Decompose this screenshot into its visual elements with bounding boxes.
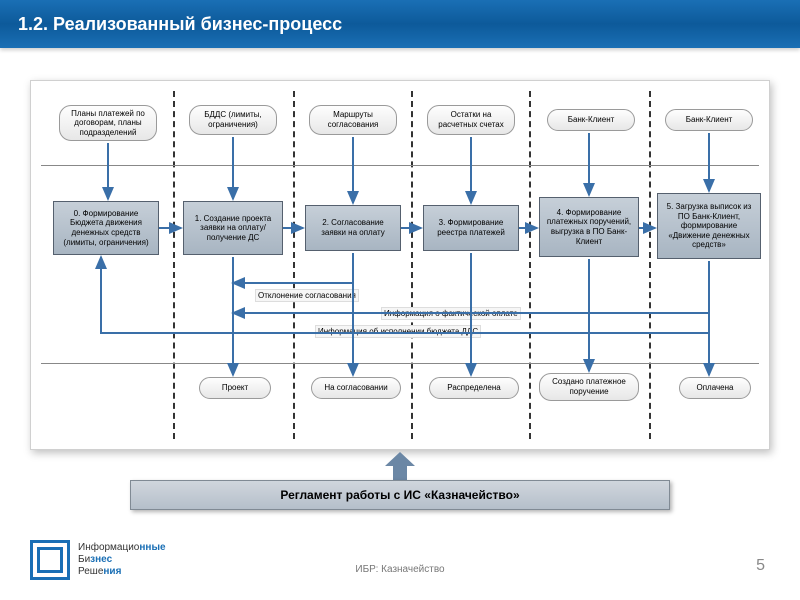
lane-divider [529, 91, 531, 439]
process-step: 3. Формирование реестра платежей [423, 205, 519, 251]
swimlane-separator [41, 363, 759, 364]
status-pill: Проект [199, 377, 271, 399]
input-pill: Банк-Клиент [547, 109, 635, 131]
lane-divider [173, 91, 175, 439]
footer-center-text: ИБР: Казначейство [0, 564, 800, 575]
input-pill: БДДС (лимиты, ограничения) [189, 105, 277, 135]
regulation-label: Регламент работы с ИС «Казначейство» [280, 488, 519, 502]
lane-divider [411, 91, 413, 439]
input-pill: Планы платежей по договорам, планы подра… [59, 105, 157, 141]
process-step: 4. Формирование платежных поручений, выг… [539, 197, 639, 257]
slide-title: 1.2. Реализованный бизнес-процесс [18, 14, 342, 35]
flow-annotation: Отклонение согласования [255, 289, 359, 302]
page-number: 5 [756, 557, 765, 575]
status-pill: Распределена [429, 377, 519, 399]
slide-header: 1.2. Реализованный бизнес-процесс [0, 0, 800, 48]
status-pill: Создано платежное поручение [539, 373, 639, 401]
process-step: 1. Создание проекта заявки на оплату/пол… [183, 201, 283, 255]
flow-annotation: Информация о фактической оплате [381, 307, 521, 320]
process-diagram: Планы платежей по договорам, планы подра… [30, 80, 770, 450]
status-pill: На согласовании [311, 377, 401, 399]
process-step: 2. Согласование заявки на оплату [305, 205, 401, 251]
status-pill: Оплачена [679, 377, 751, 399]
swimlane-separator [41, 165, 759, 166]
lane-divider [649, 91, 651, 439]
input-pill: Маршруты согласования [309, 105, 397, 135]
process-step: 5. Загрузка выписок из ПО Банк-Клиент, ф… [657, 193, 761, 259]
input-pill: Остатки на расчетных счетах [427, 105, 515, 135]
regulation-bar: Регламент работы с ИС «Казначейство» [130, 480, 670, 510]
flow-annotation: Информация об исполнении бюджета ДДС [315, 325, 481, 338]
up-arrow-icon [385, 452, 415, 482]
input-pill: Банк-Клиент [665, 109, 753, 131]
lane-divider [293, 91, 295, 439]
process-step: 0. Формирование Бюджета движения денежны… [53, 201, 159, 255]
